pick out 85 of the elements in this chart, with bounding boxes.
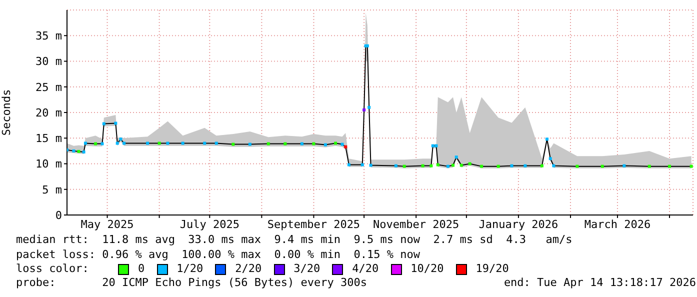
point xyxy=(369,164,372,167)
legend-label: 4/20 xyxy=(352,262,379,276)
point xyxy=(203,142,206,145)
point xyxy=(452,164,455,167)
legend-title: loss color: xyxy=(16,262,90,276)
text: packet loss: 0.96 % avg 100.00 % max 0.00 % min 0.15 % now xyxy=(16,248,421,262)
point xyxy=(94,142,98,146)
point xyxy=(119,138,122,141)
point xyxy=(100,142,104,146)
point xyxy=(344,145,348,148)
point xyxy=(334,142,338,145)
point xyxy=(284,142,287,146)
point xyxy=(402,164,406,168)
point xyxy=(166,142,170,145)
point xyxy=(436,163,440,166)
point xyxy=(324,143,327,146)
text: probe: 20 ICMP Echo Pings (56 Bytes) every 300s xyxy=(16,276,367,290)
x-tick-label: November 2025 xyxy=(373,218,460,231)
legend-label: 3/20 xyxy=(294,262,320,276)
point xyxy=(181,142,184,145)
x-tick-label: March 2026 xyxy=(584,218,651,231)
point xyxy=(312,142,316,146)
point xyxy=(545,138,548,141)
point xyxy=(480,164,484,168)
point xyxy=(114,122,118,125)
point xyxy=(540,164,544,168)
legend-label: 10/20 xyxy=(410,262,444,276)
point xyxy=(214,142,218,145)
y-tick-label: 0 xyxy=(55,208,62,222)
point xyxy=(362,108,366,112)
point xyxy=(368,106,371,109)
point xyxy=(430,164,433,168)
point xyxy=(690,164,693,168)
point xyxy=(266,142,270,146)
point xyxy=(360,163,364,166)
point xyxy=(232,142,235,146)
legend-label: 1/20 xyxy=(176,262,204,276)
point xyxy=(72,149,76,152)
y-tick-label: 20 m xyxy=(36,106,62,120)
y-axis-title: Seconds xyxy=(0,89,13,136)
x-tick-label: May 2025 xyxy=(80,218,134,231)
x-tick-label: September 2025 xyxy=(267,218,360,231)
point xyxy=(431,144,434,148)
point xyxy=(552,164,556,168)
point xyxy=(248,142,252,146)
legend-label: 19/20 xyxy=(476,262,509,276)
point xyxy=(82,150,86,154)
point xyxy=(102,122,106,126)
point xyxy=(158,142,161,145)
point xyxy=(421,164,424,168)
y-tick-label: 5 m xyxy=(42,183,62,196)
point xyxy=(340,142,344,146)
point xyxy=(548,157,552,160)
point xyxy=(622,164,626,168)
point xyxy=(446,164,450,168)
point xyxy=(510,164,514,168)
point xyxy=(648,164,651,168)
point xyxy=(434,144,438,148)
point xyxy=(394,164,398,168)
y-tick-label: 25 m xyxy=(36,80,62,94)
point xyxy=(347,163,350,166)
y-tick-label: 30 m xyxy=(36,55,62,68)
point xyxy=(460,164,463,167)
x-tick-label: January 2026 xyxy=(478,218,558,231)
point xyxy=(600,164,604,168)
text: end: Tue Apr 14 13:18:17 2026 xyxy=(504,276,696,290)
y-tick-label: 15 m xyxy=(36,132,62,146)
point xyxy=(668,164,672,168)
point xyxy=(300,142,304,146)
y-tick-label: 10 m xyxy=(36,158,62,171)
point xyxy=(116,142,119,145)
point xyxy=(524,164,527,168)
point xyxy=(468,162,472,166)
y-tick-label: 35 m xyxy=(36,30,62,43)
x-tick-label: July 2025 xyxy=(180,218,240,231)
legend-label: 2/20 xyxy=(235,262,262,276)
legend-label: 0 xyxy=(138,262,145,276)
point xyxy=(576,164,579,168)
point xyxy=(77,150,80,153)
point xyxy=(122,142,126,145)
point xyxy=(146,142,150,145)
text: median rtt: 11.8 ms avg 33.0 ms max 9.4 ms min 9.5 ms now 2.7 ms sd 4.3 am/s xyxy=(16,233,574,248)
point xyxy=(454,156,458,159)
point xyxy=(84,142,87,145)
point xyxy=(496,164,500,168)
